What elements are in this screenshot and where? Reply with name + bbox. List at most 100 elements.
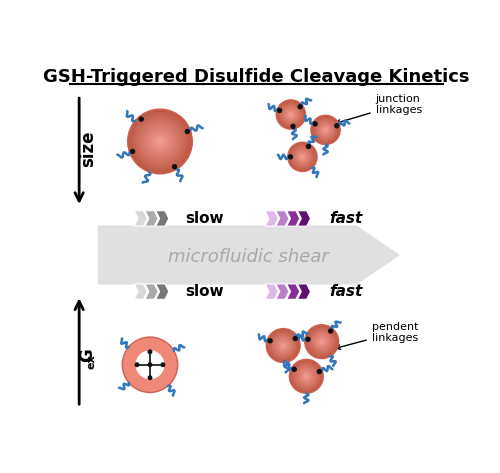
- Text: ex: ex: [86, 354, 97, 369]
- Circle shape: [318, 337, 326, 346]
- Circle shape: [320, 124, 332, 136]
- Circle shape: [148, 362, 152, 367]
- Circle shape: [305, 375, 308, 378]
- Circle shape: [172, 164, 177, 169]
- Circle shape: [148, 350, 152, 354]
- Polygon shape: [156, 211, 169, 226]
- Circle shape: [146, 128, 174, 155]
- Circle shape: [313, 333, 330, 350]
- Circle shape: [149, 131, 171, 152]
- Circle shape: [288, 112, 294, 117]
- Polygon shape: [145, 284, 158, 299]
- Circle shape: [278, 340, 289, 351]
- Circle shape: [291, 361, 322, 392]
- Circle shape: [276, 339, 290, 352]
- FancyArrow shape: [98, 226, 399, 284]
- Circle shape: [138, 116, 144, 122]
- Polygon shape: [286, 211, 300, 226]
- Circle shape: [323, 127, 328, 132]
- Text: size: size: [80, 131, 98, 167]
- Circle shape: [287, 111, 294, 118]
- Circle shape: [269, 332, 298, 359]
- Polygon shape: [276, 284, 289, 299]
- Circle shape: [134, 362, 140, 367]
- Circle shape: [320, 340, 323, 343]
- Circle shape: [308, 327, 336, 356]
- Circle shape: [298, 368, 315, 385]
- Circle shape: [148, 375, 152, 380]
- Circle shape: [292, 146, 314, 168]
- Circle shape: [312, 121, 318, 127]
- Circle shape: [122, 337, 178, 393]
- Circle shape: [290, 123, 296, 129]
- Circle shape: [290, 114, 292, 116]
- Circle shape: [280, 342, 286, 348]
- Circle shape: [279, 342, 287, 350]
- Circle shape: [288, 154, 293, 159]
- Circle shape: [128, 109, 192, 174]
- Circle shape: [272, 334, 294, 357]
- Text: microfluidic shear: microfluidic shear: [168, 247, 329, 265]
- Polygon shape: [265, 211, 278, 226]
- Circle shape: [281, 105, 300, 124]
- Circle shape: [144, 125, 176, 158]
- Polygon shape: [134, 211, 147, 226]
- Circle shape: [300, 371, 312, 382]
- Circle shape: [160, 362, 166, 367]
- Circle shape: [133, 114, 187, 168]
- Circle shape: [298, 152, 308, 162]
- Circle shape: [184, 129, 190, 134]
- Circle shape: [314, 119, 336, 141]
- Circle shape: [295, 365, 318, 387]
- Circle shape: [154, 136, 166, 147]
- Polygon shape: [286, 284, 300, 299]
- Circle shape: [310, 330, 333, 353]
- Circle shape: [141, 123, 179, 160]
- Circle shape: [288, 142, 317, 172]
- Polygon shape: [145, 211, 158, 226]
- Circle shape: [316, 336, 328, 347]
- Circle shape: [280, 104, 302, 125]
- Circle shape: [301, 156, 304, 158]
- Circle shape: [292, 367, 297, 372]
- Circle shape: [314, 334, 329, 349]
- Circle shape: [296, 367, 316, 386]
- Circle shape: [290, 359, 323, 393]
- Circle shape: [299, 153, 306, 160]
- Circle shape: [158, 139, 162, 144]
- Circle shape: [304, 374, 309, 379]
- Circle shape: [278, 102, 303, 127]
- Text: slow: slow: [186, 284, 224, 299]
- Circle shape: [306, 337, 310, 342]
- Circle shape: [286, 110, 296, 119]
- Circle shape: [138, 120, 182, 163]
- Circle shape: [282, 344, 284, 347]
- Circle shape: [316, 120, 336, 140]
- Circle shape: [268, 330, 298, 361]
- Circle shape: [274, 337, 291, 354]
- Circle shape: [324, 129, 327, 131]
- Circle shape: [270, 333, 296, 358]
- Text: junction
linkages: junction linkages: [336, 94, 422, 124]
- Text: slow: slow: [186, 211, 224, 226]
- Circle shape: [294, 364, 319, 389]
- Circle shape: [284, 107, 298, 122]
- Circle shape: [314, 118, 338, 142]
- Circle shape: [300, 154, 305, 159]
- Circle shape: [298, 104, 303, 109]
- Circle shape: [277, 108, 282, 113]
- Circle shape: [317, 122, 334, 139]
- Circle shape: [290, 145, 314, 169]
- Polygon shape: [265, 284, 278, 299]
- Circle shape: [318, 123, 333, 137]
- Polygon shape: [298, 284, 310, 299]
- Circle shape: [268, 338, 273, 343]
- Circle shape: [292, 362, 320, 390]
- Text: GSH-Triggered Disulfide Cleavage Kinetics: GSH-Triggered Disulfide Cleavage Kinetic…: [43, 68, 470, 86]
- Circle shape: [266, 329, 300, 362]
- Circle shape: [328, 328, 334, 334]
- Circle shape: [306, 144, 311, 149]
- Circle shape: [278, 101, 304, 128]
- Circle shape: [295, 149, 310, 164]
- Circle shape: [319, 339, 324, 344]
